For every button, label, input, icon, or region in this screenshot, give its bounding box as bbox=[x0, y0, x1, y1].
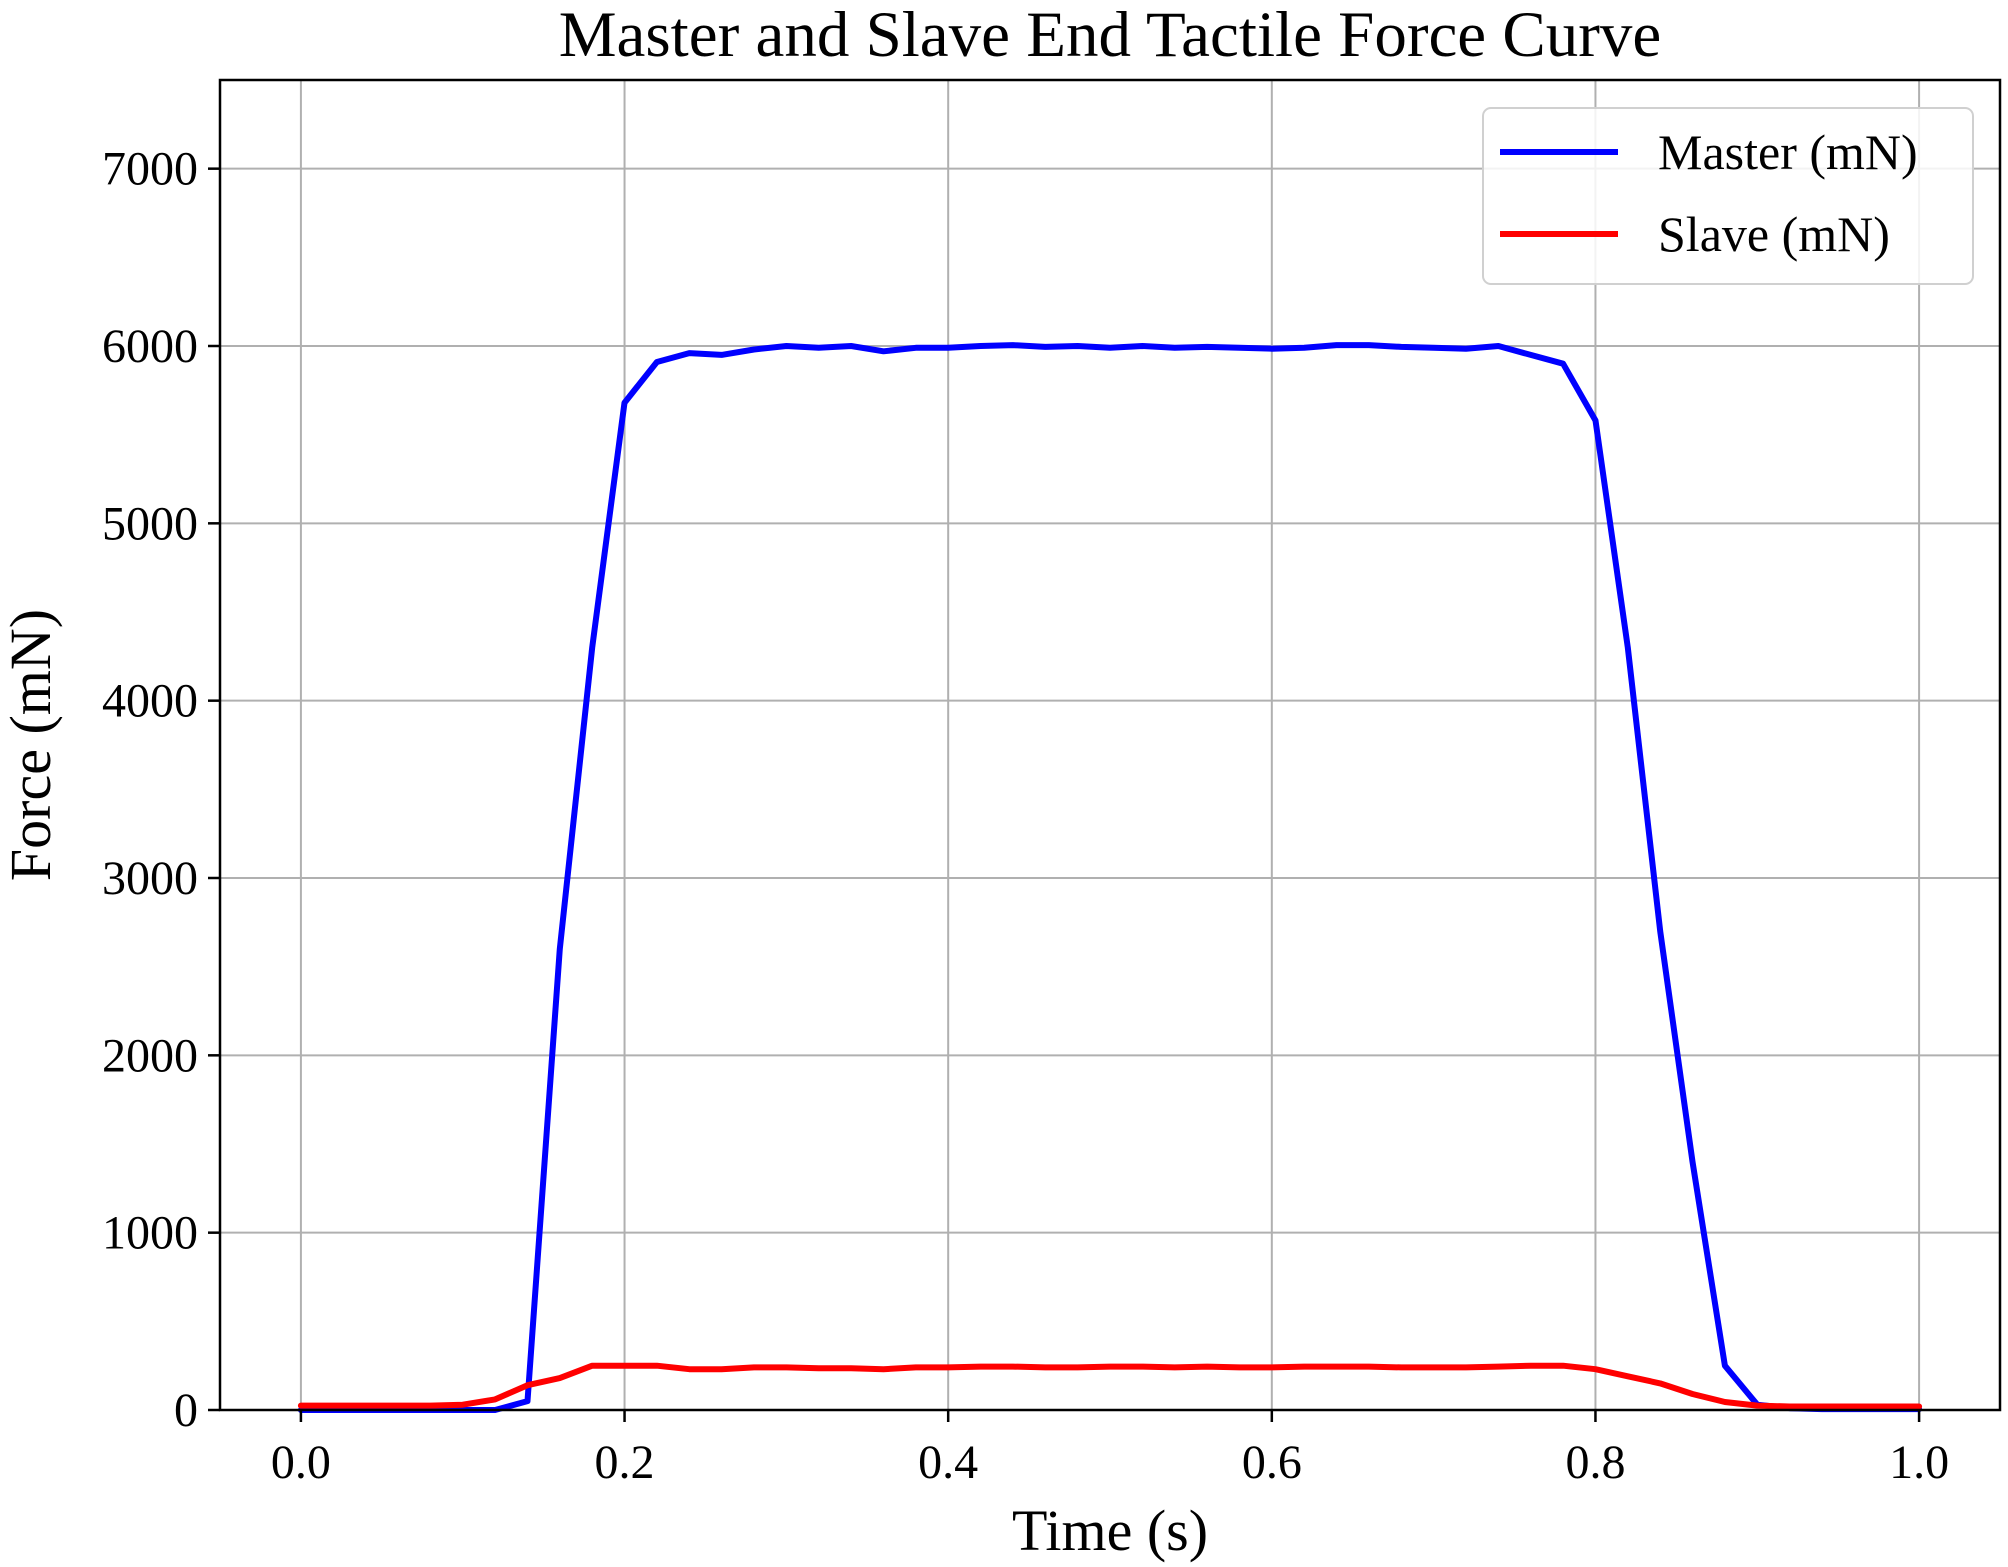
y-tick-label: 0 bbox=[174, 1384, 198, 1437]
y-tick-label: 7000 bbox=[102, 143, 198, 196]
x-tick-label: 1.0 bbox=[1889, 1436, 1949, 1489]
y-tick-label: 6000 bbox=[102, 320, 198, 373]
x-tick-label: 0.0 bbox=[271, 1436, 331, 1489]
y-tick-label: 2000 bbox=[102, 1029, 198, 1082]
legend-label-slave: Slave (mN) bbox=[1658, 206, 1890, 262]
x-tick-label: 0.6 bbox=[1242, 1436, 1302, 1489]
x-axis-label: Time (s) bbox=[1012, 1498, 1208, 1563]
series-line-slave bbox=[297, 1362, 1923, 1410]
x-tick-label: 0.8 bbox=[1565, 1436, 1625, 1489]
series-lines bbox=[297, 342, 1923, 1413]
y-tick-label: 5000 bbox=[102, 497, 198, 550]
axis-ticks: 0.0 0.2 0.4 0.6 0.8 1.0 0 1000 2000 3000 4000 5000 6… bbox=[102, 143, 1949, 1489]
y-axis-label: Force (mN) bbox=[0, 609, 63, 881]
y-tick-label: 4000 bbox=[102, 675, 198, 728]
plot-area-frame bbox=[218, 78, 2002, 1412]
x-tick-label: 0.2 bbox=[595, 1436, 655, 1489]
legend-label-master: Master (mN) bbox=[1658, 124, 1918, 180]
series-line-master bbox=[297, 342, 1923, 1413]
y-tick-label: 3000 bbox=[102, 852, 198, 905]
chart-title: Master and Slave End Tactile Force Curve bbox=[559, 0, 1662, 71]
legend: Master (mN) Slave (mN) bbox=[1482, 107, 1974, 285]
y-tick-label: 1000 bbox=[102, 1207, 198, 1260]
x-tick-label: 0.4 bbox=[918, 1436, 978, 1489]
